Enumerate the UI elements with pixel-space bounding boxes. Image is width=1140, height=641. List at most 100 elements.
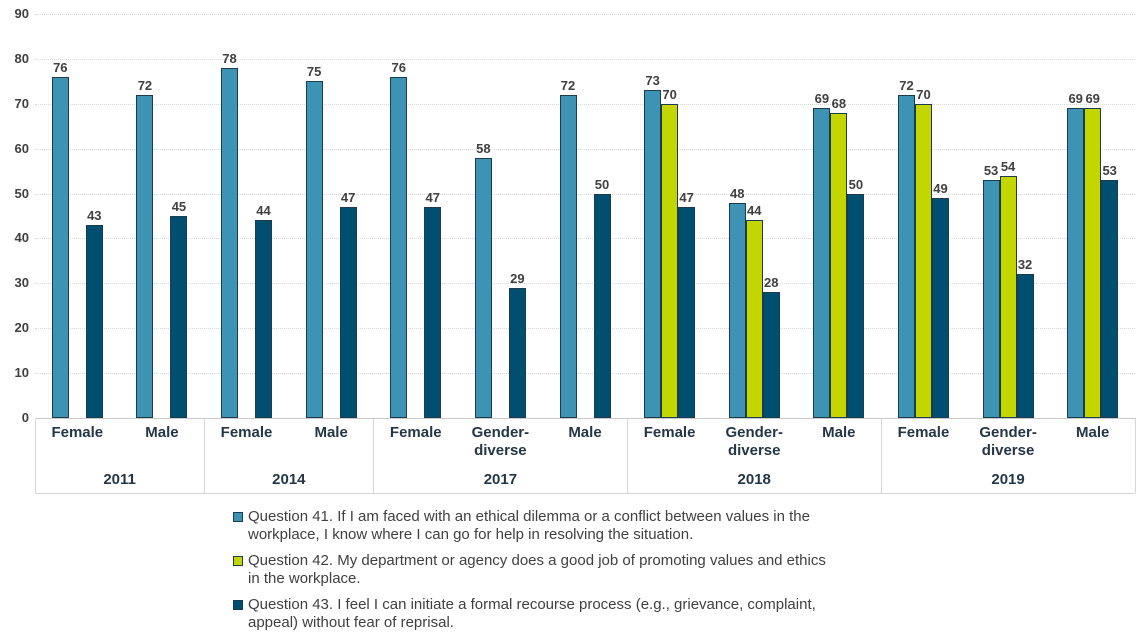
category-label: Male: [314, 424, 348, 441]
bar-value-label: 72: [137, 77, 153, 93]
bar-question-41: [136, 94, 154, 418]
bar-value-label: 29: [510, 270, 525, 286]
bar-question-41: [305, 81, 323, 418]
category-label: Female: [51, 424, 104, 441]
gridline: [35, 328, 1135, 330]
gridline: [35, 148, 1135, 150]
bar-value-label: 43: [87, 207, 102, 223]
year-divider: [204, 418, 206, 493]
legend-item-question-42: Question 42. My department or agency doe…: [233, 552, 923, 588]
bar-value-label: 44: [256, 203, 271, 219]
axis-border-bottom: [35, 493, 1135, 494]
y-tick-label: 90: [14, 6, 29, 21]
category-label: Gender-diverse: [725, 424, 783, 459]
legend-item-question-41: Question 41. If I am faced with an ethic…: [233, 508, 923, 544]
year-divider: [627, 418, 629, 493]
bar-value-label: 54: [1000, 158, 1016, 174]
year-label: 2018: [737, 471, 771, 488]
category-label: Male: [1076, 424, 1110, 441]
bar-value-label: 50: [594, 176, 610, 192]
y-tick-label: 70: [14, 95, 29, 111]
bar-question-43: [339, 207, 357, 418]
y-tick-label: 20: [14, 320, 29, 336]
category-label: Female: [389, 424, 442, 441]
bar-question-43: [593, 193, 611, 418]
bar-question-41: [728, 202, 746, 418]
bar-question-42: [1084, 108, 1102, 418]
category-label: Female: [220, 424, 273, 441]
bar-value-label: 53: [1102, 163, 1117, 179]
legend-marker-question-42: [233, 556, 243, 566]
bar-value-label: 53: [983, 163, 999, 179]
bar-value-label: 75: [306, 64, 322, 80]
legend-item-question-43: Question 43. I feel I can initiate a for…: [233, 596, 923, 632]
legend-marker-question-41: [233, 512, 243, 522]
legend-marker-question-43: [233, 600, 243, 610]
year-label: 2011: [103, 471, 136, 488]
gridline: [35, 373, 1135, 375]
year-label: 2019: [991, 471, 1025, 488]
bar-value-label: 69: [814, 91, 830, 107]
bar-value-label: 78: [222, 50, 237, 66]
y-tick-label: 10: [14, 365, 29, 381]
bar-question-43: [762, 292, 780, 418]
category-label: Male: [145, 424, 179, 441]
bar-question-41: [897, 94, 915, 418]
gridline: [35, 238, 1135, 240]
bar-value-label: 47: [425, 190, 440, 206]
gridline: [35, 283, 1135, 285]
bar-question-41: [221, 67, 239, 418]
year-label: 2017: [483, 471, 518, 488]
bar-value-label: 48: [729, 185, 745, 201]
bar-question-43: [1101, 180, 1119, 418]
bar-question-43: [847, 193, 865, 418]
bar-question-42: [914, 103, 932, 418]
bar-question-43: [424, 207, 442, 418]
bar-question-43: [678, 207, 696, 418]
bar-question-43: [170, 216, 188, 418]
bar-question-41: [559, 94, 577, 418]
bar-value-label: 50: [848, 176, 864, 192]
gridline: [35, 103, 1135, 105]
bar-question-41: [982, 180, 1000, 418]
category-label: Male: [568, 424, 602, 441]
bar-value-label: 69: [1068, 91, 1083, 107]
bar-question-41: [51, 76, 69, 418]
y-tick-label: 40: [14, 230, 29, 246]
category-label: Gender-diverse: [471, 424, 530, 459]
bar-value-label: 44: [746, 203, 762, 219]
bar-value-label: 32: [1017, 257, 1033, 273]
bar-value-label: 45: [171, 199, 187, 214]
year-divider: [881, 418, 883, 493]
bar-value-label: 76: [53, 59, 68, 75]
bar-question-41: [390, 76, 408, 418]
category-label: Female: [643, 424, 696, 441]
x-axis-line: [35, 418, 1135, 419]
y-tick-label: 0: [21, 410, 29, 425]
bar-value-label: 72: [560, 77, 576, 93]
legend-label-question-41: Question 41. If I am faced with an ethic…: [248, 508, 810, 543]
y-tick-label: 80: [14, 50, 29, 66]
bar-question-42: [745, 220, 763, 418]
bar-question-42: [830, 112, 848, 418]
bar-value-label: 73: [645, 73, 660, 89]
bar-value-label: 70: [916, 86, 931, 102]
legend-label-question-43: Question 43. I feel I can initiate a for…: [248, 596, 816, 631]
bar-value-label: 47: [679, 190, 694, 206]
year-divider: [1135, 418, 1136, 493]
bar-value-label: 72: [899, 77, 914, 93]
bar-question-43: [255, 220, 273, 418]
bar-value-label: 76: [391, 59, 406, 75]
year-label: 2014: [272, 471, 306, 488]
bar-question-43: [85, 224, 103, 418]
category-label: Male: [822, 424, 856, 441]
y-tick-label: 50: [14, 185, 29, 201]
gridline: [35, 14, 1135, 15]
bar-question-41: [474, 157, 492, 418]
year-divider: [373, 418, 375, 493]
bar-value-label: 68: [831, 95, 847, 111]
bar-question-43: [508, 287, 526, 418]
bar-value-label: 47: [340, 190, 356, 206]
bar-value-label: 58: [476, 140, 491, 156]
bar-value-label: 70: [662, 86, 677, 102]
